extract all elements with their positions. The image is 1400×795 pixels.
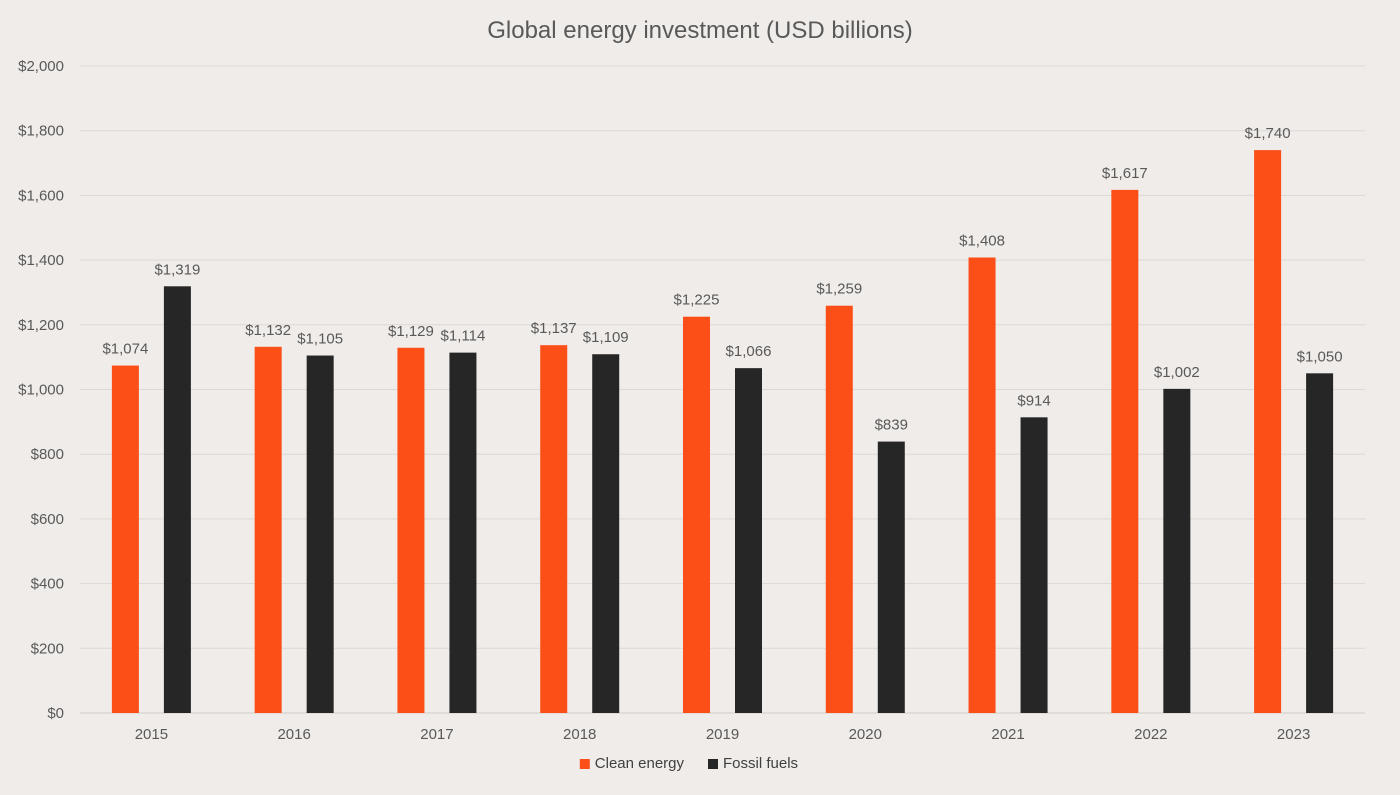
y-tick-label: $1,000 <box>18 382 64 399</box>
y-tick-label: $600 <box>31 511 64 528</box>
bar-clean-energy-2016 <box>254 346 282 713</box>
y-tick-label: $1,200 <box>18 317 64 334</box>
data-label: $1,319 <box>154 261 200 278</box>
bar-clean-energy-2015 <box>111 365 139 713</box>
bar-clean-energy-2018 <box>540 345 568 713</box>
y-tick-label: $200 <box>31 640 64 657</box>
bar-clean-energy-2022 <box>1111 189 1139 713</box>
data-label: $1,259 <box>816 281 862 298</box>
x-tick-label: 2017 <box>420 726 453 743</box>
legend-item-fossil-fuels: Fossil fuels <box>708 755 798 772</box>
bar-clean-energy-2023 <box>1254 150 1282 714</box>
bar-fossil-fuels-2019 <box>735 368 762 713</box>
legend-label: Clean energy <box>595 755 685 772</box>
x-tick-label: 2022 <box>1134 726 1167 743</box>
y-tick-label: $400 <box>31 576 64 593</box>
data-label: $1,617 <box>1102 165 1148 182</box>
data-label: $1,050 <box>1297 348 1343 365</box>
x-tick-label: 2015 <box>135 726 168 743</box>
legend-label: Fossil fuels <box>723 755 798 772</box>
bars <box>111 150 1334 714</box>
data-label: $1,066 <box>726 343 772 360</box>
legend-swatch <box>579 759 590 769</box>
data-labels: $1,074 $1,319 $1,132 $1,105 $1,129 $1,114 $1,1… <box>102 125 1342 433</box>
x-axis-ticks: 2015 2016 2017 2018 2019 2020 2021 2022 2023 <box>135 726 1311 743</box>
y-tick-label: $1,400 <box>18 252 64 269</box>
gridlines <box>80 65 1365 714</box>
data-label: $1,740 <box>1245 125 1291 142</box>
y-tick-label: $800 <box>31 446 64 463</box>
x-tick-label: 2021 <box>991 726 1024 743</box>
bar-clean-energy-2021 <box>968 257 996 713</box>
bar-fossil-fuels-2017 <box>449 352 477 713</box>
data-label: $1,002 <box>1154 364 1200 381</box>
data-label: $1,408 <box>959 233 1005 250</box>
data-label: $839 <box>875 417 908 434</box>
data-label: $1,114 <box>441 328 486 345</box>
bar-fossil-fuels-2023 <box>1306 373 1334 713</box>
bar-fossil-fuels-2016 <box>306 355 334 713</box>
y-tick-label: $1,800 <box>18 123 64 140</box>
data-label: $1,132 <box>245 322 291 339</box>
bar-fossil-fuels-2015 <box>163 286 191 713</box>
data-label: $1,137 <box>531 320 577 337</box>
data-label: $1,105 <box>297 331 343 348</box>
x-tick-label: 2023 <box>1277 726 1310 743</box>
data-label: $1,074 <box>102 341 148 358</box>
data-label: $914 <box>1017 392 1050 409</box>
bar-clean-energy-2020 <box>825 305 853 713</box>
legend-swatch <box>708 759 718 769</box>
y-tick-label: $2,000 <box>18 58 64 75</box>
data-label: $1,225 <box>674 292 720 309</box>
chart-title: Global energy investment (USD billions) <box>487 17 913 44</box>
bar-fossil-fuels-2018 <box>592 354 620 713</box>
bar-fossil-fuels-2021 <box>1020 417 1048 713</box>
bar-fossil-fuels-2022 <box>1163 388 1191 713</box>
data-label: $1,109 <box>583 329 629 346</box>
bar-fossil-fuels-2020 <box>877 441 905 713</box>
y-tick-label: $1,600 <box>18 187 64 204</box>
x-tick-label: 2019 <box>706 726 739 743</box>
legend: Clean energy Fossil fuels <box>579 755 798 772</box>
x-tick-label: 2018 <box>563 726 596 743</box>
legend-item-clean-energy: Clean energy <box>579 755 685 772</box>
y-axis-ticks: $0 $200 $400 $600 $800 $1,000 $1,200 $1,400 $1,6… <box>18 58 64 722</box>
x-tick-label: 2016 <box>277 726 310 743</box>
bar-clean-energy-2019 <box>683 316 710 713</box>
x-tick-label: 2020 <box>849 726 882 743</box>
y-tick-label: $0 <box>47 705 64 722</box>
data-label: $1,129 <box>388 323 434 340</box>
bar-clean-energy-2017 <box>397 347 425 713</box>
